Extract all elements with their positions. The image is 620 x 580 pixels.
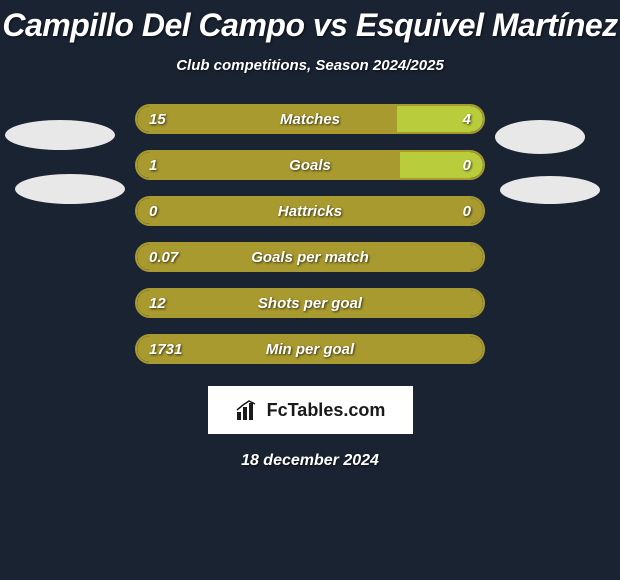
decorative-ellipse [495,120,585,154]
decorative-ellipse [500,176,600,204]
logo-text: FcTables.com [267,400,386,421]
value-right: 0 [463,203,471,220]
bar-left [137,152,400,178]
stat-label: Hattricks [278,203,342,220]
decorative-ellipse [15,174,125,204]
date-text: 18 december 2024 [241,452,379,470]
value-left: 1731 [149,341,182,358]
stat-row-goals-per-match: 0.07 Goals per match [135,242,485,272]
stat-row-goals: 1 Goals 0 [135,150,485,180]
stat-label: Goals per match [251,249,369,266]
comparison-infographic: Campillo Del Campo vs Esquivel Martínez … [0,0,620,470]
stat-label: Goals [289,157,331,174]
stat-label: Min per goal [266,341,354,358]
value-left: 0.07 [149,249,178,266]
value-left: 15 [149,111,166,128]
stat-rows: 15 Matches 4 1 Goals 0 0 Hattricks 0 0.07 Goals pe… [135,104,485,364]
stat-row-shots-per-goal: 12 Shots per goal [135,288,485,318]
stat-label: Shots per goal [258,295,362,312]
page-title: Campillo Del Campo vs Esquivel Martínez [2,8,617,43]
value-left: 1 [149,157,157,174]
fctables-logo: FcTables.com [208,386,413,434]
decorative-ellipse [5,120,115,150]
value-right: 4 [463,111,471,128]
stat-row-hattricks: 0 Hattricks 0 [135,196,485,226]
bar-left [137,106,397,132]
subtitle: Club competitions, Season 2024/2025 [176,57,444,74]
value-right: 0 [463,157,471,174]
value-left: 12 [149,295,166,312]
stat-row-matches: 15 Matches 4 [135,104,485,134]
stat-row-min-per-goal: 1731 Min per goal [135,334,485,364]
stat-label: Matches [280,111,340,128]
chart-icon [235,400,261,420]
value-left: 0 [149,203,157,220]
